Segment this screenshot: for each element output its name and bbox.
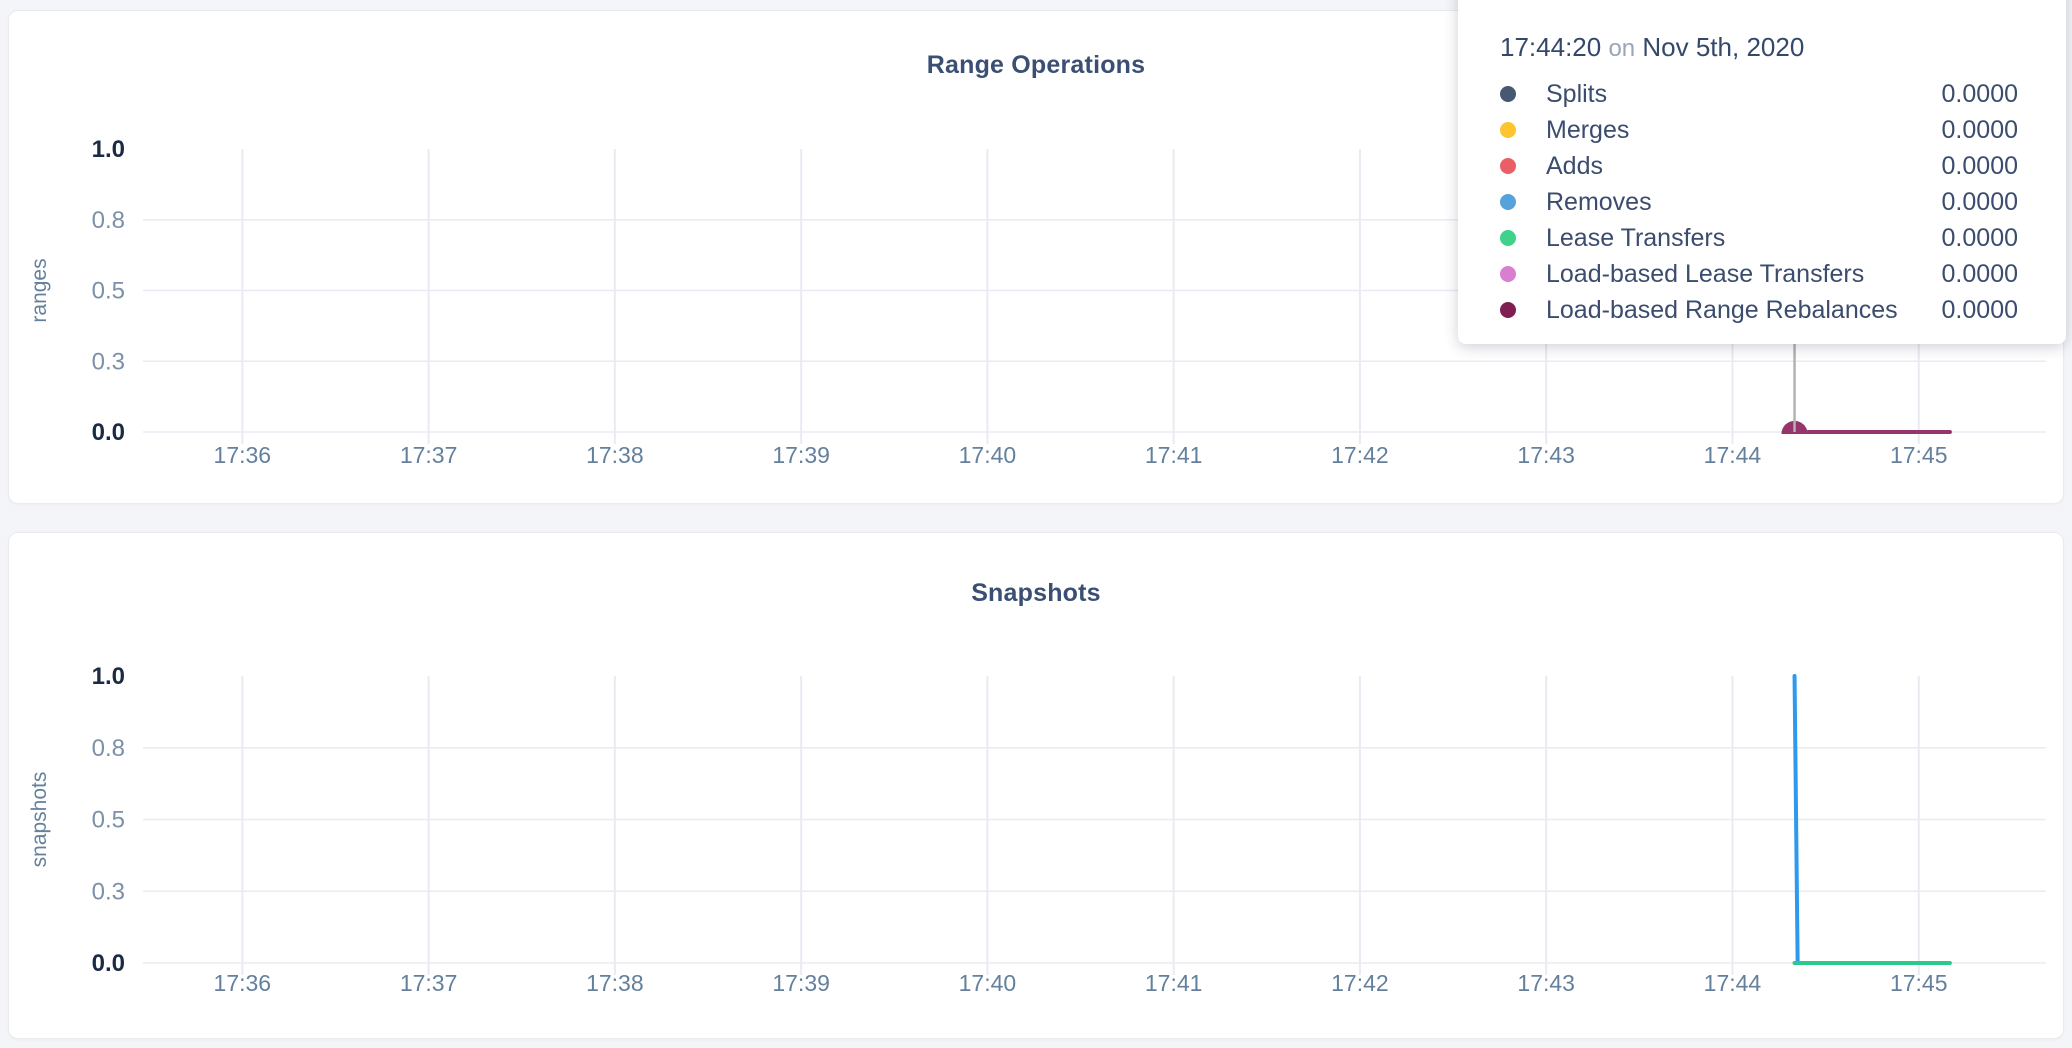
- series-color-dot-icon: [1500, 194, 1516, 210]
- series-value: 0.0000: [1941, 115, 2018, 144]
- y-tick-label: 1.0: [92, 136, 125, 163]
- y-axis-title: ranges: [28, 258, 51, 322]
- chart-card-snapshots: Snapshots 17:36 17:37 17:38 17:39 17:40 17:41…: [8, 532, 2064, 1039]
- y-tick-label: 0.3: [92, 878, 125, 905]
- tooltip-time: 17:44:20: [1500, 32, 1602, 62]
- series-name: Load-based Range Rebalances: [1546, 295, 1898, 324]
- series-name: Removes: [1546, 187, 1652, 216]
- tooltip-legend-row: Splits 0.0000: [1492, 76, 2018, 112]
- chart-title-range-operations: Range Operations: [926, 51, 1146, 79]
- y-tick-label: 0.8: [92, 735, 125, 762]
- series-name: Merges: [1546, 115, 1630, 144]
- x-tick-label: 17:38: [586, 442, 644, 468]
- x-tick-label: 17:37: [400, 970, 458, 996]
- tooltip-legend: Splits 0.0000 Merges 0.0000 Adds 0.0000 Remove…: [1492, 76, 2018, 328]
- tooltip-legend-row: Lease Transfers 0.0000: [1492, 220, 2018, 256]
- x-tick-label: 17:45: [1890, 970, 1948, 996]
- chart-hover-tooltip: 17:44:20 on Nov 5th, 2020 Splits 0.0000 Me…: [1458, 0, 2066, 344]
- series-color-dot-icon: [1500, 230, 1516, 246]
- y-tick-label: 0.3: [92, 348, 125, 375]
- series-value: 0.0000: [1941, 79, 2018, 108]
- tooltip-legend-row: Adds 0.0000: [1492, 148, 2018, 184]
- x-tick-label: 17:37: [400, 442, 458, 468]
- series-value: 0.0000: [1941, 151, 2018, 180]
- x-tick-label: 17:41: [1145, 442, 1203, 468]
- series-color-dot-icon: [1500, 158, 1516, 174]
- tooltip-timestamp: 17:44:20 on Nov 5th, 2020: [1500, 30, 2018, 66]
- y-tick-label: 0.5: [92, 278, 125, 305]
- series-color-dot-icon: [1500, 86, 1516, 102]
- y-tick-label: 0.0: [92, 950, 125, 977]
- x-tick-label: 17:43: [1517, 442, 1575, 468]
- tooltip-legend-row: Load-based Lease Transfers 0.0000: [1492, 256, 2018, 292]
- tooltip-legend-row: Merges 0.0000: [1492, 112, 2018, 148]
- y-tick-label: 0.5: [92, 807, 125, 834]
- x-tick-label: 17:44: [1704, 442, 1762, 468]
- y-axis-title: snapshots: [28, 772, 51, 868]
- x-tick-label: 17:42: [1331, 970, 1389, 996]
- y-tick-label: 0.0: [92, 419, 125, 446]
- y-tick-label: 0.8: [92, 207, 125, 234]
- x-tick-label: 17:44: [1704, 970, 1762, 996]
- series-color-dot-icon: [1500, 122, 1516, 138]
- y-tick-label: 1.0: [92, 663, 125, 690]
- series-value: 0.0000: [1941, 259, 2018, 288]
- x-tick-label: 17:43: [1517, 970, 1575, 996]
- x-tick-label: 17:39: [772, 970, 830, 996]
- tooltip-conjunction: on: [1608, 35, 1636, 62]
- x-tick-label: 17:36: [214, 442, 272, 468]
- chart-title-snapshots: Snapshots: [971, 579, 1101, 607]
- series-name: Splits: [1546, 79, 1608, 108]
- series-name: Lease Transfers: [1546, 223, 1726, 252]
- series-color-dot-icon: [1500, 266, 1516, 282]
- series-value: 0.0000: [1941, 295, 2018, 324]
- x-tick-label: 17:40: [959, 442, 1017, 468]
- x-tick-label: 17:38: [586, 970, 644, 996]
- x-tick-label: 17:36: [214, 970, 272, 996]
- tooltip-legend-row: Load-based Range Rebalances 0.0000: [1492, 292, 2018, 328]
- series-color-dot-icon: [1500, 302, 1516, 318]
- x-tick-label: 17:40: [959, 970, 1017, 996]
- x-tick-label: 17:45: [1890, 442, 1948, 468]
- x-tick-label: 17:42: [1331, 442, 1389, 468]
- x-tick-label: 17:39: [772, 442, 830, 468]
- series-name: Load-based Lease Transfers: [1546, 259, 1865, 288]
- series-name: Adds: [1546, 151, 1603, 180]
- tooltip-date: Nov 5th, 2020: [1642, 32, 1805, 62]
- series-value: 0.0000: [1941, 187, 2018, 216]
- tooltip-legend-row: Removes 0.0000: [1492, 184, 2018, 220]
- snapshots-chart-plot[interactable]: 17:36 17:37 17:38 17:39 17:40 17:41 17:42 17:43…: [9, 533, 2065, 1040]
- x-tick-label: 17:41: [1145, 970, 1203, 996]
- series-value: 0.0000: [1941, 223, 2018, 252]
